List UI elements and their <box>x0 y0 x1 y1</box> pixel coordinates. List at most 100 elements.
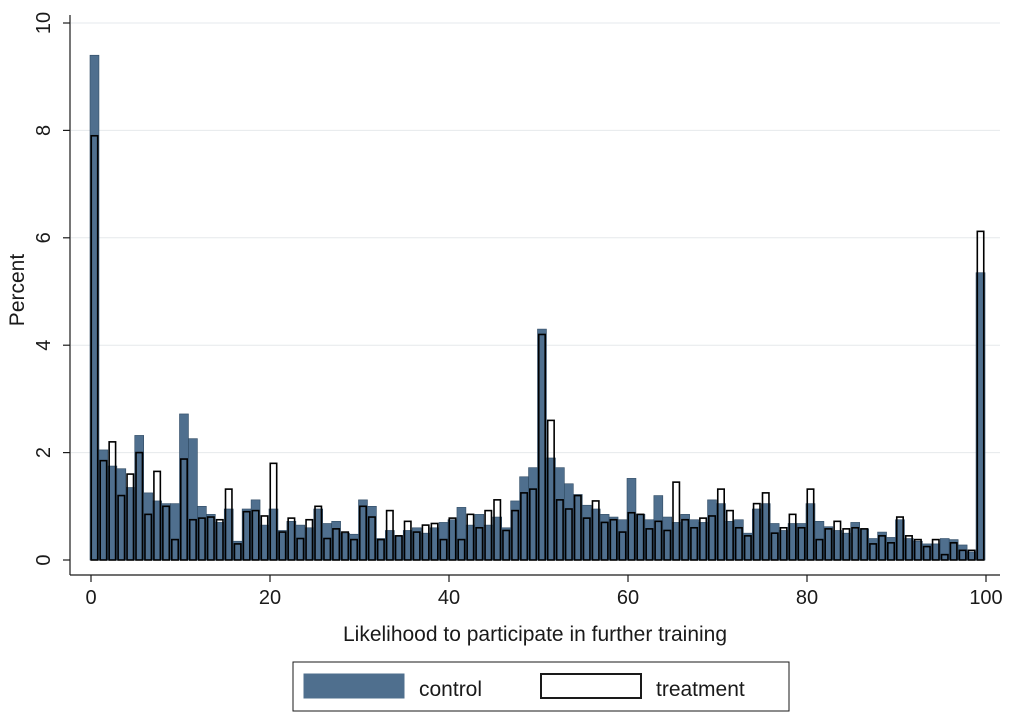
y-tick-label-0: 0 <box>33 554 55 565</box>
x-ticks: 0 20 40 60 80 100 <box>85 575 1003 609</box>
legend: control treatment <box>292 661 790 712</box>
bar-treatment <box>475 526 484 561</box>
bar-treatment <box>895 516 904 561</box>
bar-treatment <box>520 492 529 561</box>
bar-treatment <box>797 526 806 561</box>
x-tick-label-100: 100 <box>969 587 1002 609</box>
bar-treatment <box>806 488 815 561</box>
bar-treatment <box>394 535 403 561</box>
bar-treatment <box>716 488 725 561</box>
bar-treatment <box>108 441 117 561</box>
bar-treatment <box>323 537 332 561</box>
bar-treatment <box>833 520 842 561</box>
bar-treatment <box>734 526 743 561</box>
bar-treatment <box>663 529 672 561</box>
bar-treatment <box>448 517 457 561</box>
legend-swatch-control <box>303 673 405 699</box>
bar-treatment <box>860 528 869 561</box>
bar-treatment <box>117 494 126 561</box>
bar-treatment <box>815 538 824 561</box>
x-axis-title: Likelihood to participate in further tra… <box>343 623 727 646</box>
bar-treatment <box>725 509 734 561</box>
bar-treatment <box>690 526 699 561</box>
bar-treatment <box>171 538 180 561</box>
bar-treatment <box>645 528 654 561</box>
bar-treatment <box>215 518 224 561</box>
axes <box>69 15 1000 576</box>
y-tick-label-8: 8 <box>33 125 55 136</box>
bar-treatment <box>153 470 162 561</box>
bar-treatment <box>752 502 761 561</box>
bar-treatment <box>788 513 797 561</box>
bar-treatment <box>493 499 502 561</box>
bar-treatment <box>278 531 287 561</box>
bar-treatment <box>582 517 591 561</box>
bar-treatment <box>779 526 788 561</box>
bar-treatment <box>403 520 412 561</box>
bar-treatment <box>188 518 197 561</box>
bar-treatment <box>636 513 645 561</box>
bar-treatment <box>573 494 582 561</box>
bar-treatment <box>350 538 359 561</box>
bar-treatment <box>627 511 636 561</box>
bar-treatment <box>99 459 108 561</box>
y-tick-label-6: 6 <box>33 232 55 243</box>
bar-treatment <box>251 509 260 561</box>
bar-treatment <box>743 535 752 561</box>
y-tick-label-4: 4 <box>33 340 55 351</box>
bar-treatment <box>233 543 242 561</box>
bar-treatment <box>913 538 922 561</box>
bar-treatment <box>430 522 439 561</box>
bar-treatment <box>529 488 538 561</box>
y-axis-title: Percent <box>6 254 29 327</box>
bar-treatment <box>135 451 144 561</box>
bar-treatment <box>287 517 296 561</box>
bar-treatment <box>457 538 466 561</box>
y-tick-label-10: 10 <box>33 12 55 34</box>
bar-treatment <box>179 458 188 561</box>
bar-treatment <box>197 517 206 561</box>
bar-treatment <box>708 515 717 561</box>
bar-treatment <box>546 419 555 561</box>
bar-treatment <box>144 513 153 561</box>
bar-treatment <box>842 528 851 561</box>
x-tick-label-20: 20 <box>259 587 281 609</box>
bar-treatment <box>824 528 833 561</box>
bar-treatment <box>564 508 573 561</box>
gridlines <box>71 22 1000 454</box>
bar-treatment <box>940 553 949 561</box>
bar-treatment <box>126 473 135 561</box>
bar-treatment <box>851 526 860 561</box>
bar-treatment <box>922 545 931 561</box>
bar-treatment <box>242 510 251 561</box>
x-tick-label-80: 80 <box>796 587 818 609</box>
treatment-bars <box>90 134 985 561</box>
bar-treatment <box>600 521 609 561</box>
bar-treatment <box>672 481 681 561</box>
bar-treatment <box>949 542 958 561</box>
bar-treatment <box>484 509 493 561</box>
bar-treatment <box>887 542 896 561</box>
bar-treatment <box>466 513 475 561</box>
y-ticks: 0 2 4 6 8 10 <box>33 12 70 566</box>
bar-treatment <box>958 549 967 561</box>
legend-label-control: control <box>419 678 482 701</box>
bar-treatment <box>609 518 618 561</box>
bar-treatment <box>654 520 663 561</box>
bar-treatment <box>376 538 385 561</box>
bar-treatment <box>931 538 940 561</box>
x-tick-label-60: 60 <box>617 587 639 609</box>
bar-treatment <box>421 524 430 561</box>
bar-treatment <box>332 528 341 561</box>
bar-treatment <box>967 549 976 561</box>
bar-treatment <box>555 499 564 561</box>
bar-treatment <box>206 516 215 561</box>
bar-treatment <box>699 517 708 561</box>
bar-treatment <box>869 543 878 561</box>
bar-treatment <box>162 505 171 561</box>
y-tick-label-2: 2 <box>33 447 55 458</box>
bar-treatment <box>976 230 985 561</box>
bar-treatment <box>260 515 269 561</box>
bar-treatment <box>591 500 600 561</box>
